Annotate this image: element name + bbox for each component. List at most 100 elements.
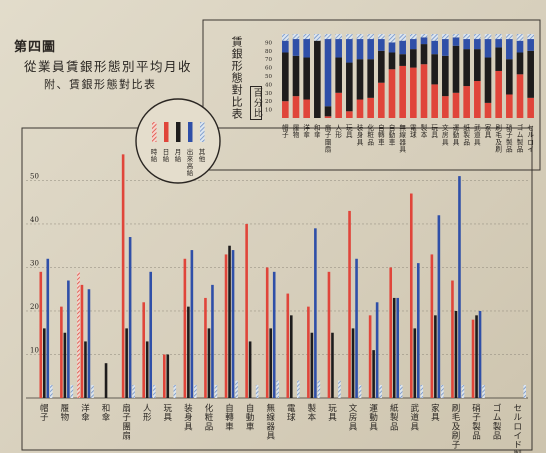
bar-2 xyxy=(331,332,334,398)
inset-chart-title: 賃銀形態對比表 xyxy=(230,36,244,120)
inset-x-category-label: 扇子團扇 xyxy=(325,123,332,153)
bar-2 xyxy=(269,328,273,398)
inset-y-tick-label: 60 xyxy=(265,66,272,72)
inset-y-tick-label: 80 xyxy=(265,49,272,55)
bar-3 xyxy=(128,237,132,398)
bar-4 xyxy=(70,384,74,398)
inset-segment-3 xyxy=(292,39,300,56)
bar-2 xyxy=(248,341,252,398)
legend-label-1: 日給 xyxy=(163,148,170,163)
x-category-label: 装身具 xyxy=(184,403,193,432)
bar-4 xyxy=(482,384,485,398)
bar-1 xyxy=(265,267,269,398)
inset-x-category-label: 人形 xyxy=(335,124,342,139)
inset-segment-2 xyxy=(495,47,502,71)
bar-4 xyxy=(420,384,424,398)
bar-3 xyxy=(416,263,420,398)
inset-segment-1 xyxy=(378,82,385,118)
x-category-label: 化粧品 xyxy=(205,403,214,432)
inset-x-category-label: 文房具 xyxy=(442,123,449,146)
inset-segment-3 xyxy=(463,39,470,50)
inset-x-category-label: 洋傘 xyxy=(303,123,310,139)
inset-segment-3 xyxy=(335,39,342,58)
inset-segment-4 xyxy=(420,34,428,38)
bar-2 xyxy=(145,341,149,398)
x-category-label: 家具 xyxy=(431,403,440,423)
inset-x-category-label: 無線器具 xyxy=(399,123,406,153)
bar-4 xyxy=(399,384,403,398)
main-bars xyxy=(39,154,527,398)
inset-segment-1 xyxy=(303,99,310,118)
figure-label: 第四圖 xyxy=(14,40,57,55)
bar-1 xyxy=(409,193,413,398)
inset-segment-1 xyxy=(324,116,332,118)
bar-4 xyxy=(523,384,527,398)
inset-y-tick-label: 90 xyxy=(265,40,272,46)
x-category-label: 自動車 xyxy=(246,403,255,432)
inset-segment-3 xyxy=(378,39,385,51)
inset-x-category-label: セルロイ xyxy=(527,124,534,153)
inset-segment-2 xyxy=(367,59,374,98)
inset-segment-4 xyxy=(410,34,417,40)
inset-segment-3 xyxy=(495,39,502,48)
inset-segment-2 xyxy=(410,49,417,68)
inset-y-tick-label: 40 xyxy=(265,82,272,88)
bar-1 xyxy=(286,293,290,398)
x-category-label: 刷毛及刷子 xyxy=(452,404,461,451)
inset-segment-3 xyxy=(474,39,481,50)
inset-x-category-label: ゴム製品 xyxy=(517,123,524,153)
legend-swatch-3 xyxy=(188,122,193,142)
inset-segment-3 xyxy=(506,39,513,60)
inset-y-tick-label: 50 xyxy=(265,74,272,80)
inset-x-category-label: 刷毛及刷 xyxy=(495,124,502,153)
inset-segment-1 xyxy=(388,69,396,118)
inset-segment-2 xyxy=(399,54,406,66)
inset-segment-2 xyxy=(378,50,385,83)
x-category-label: 電球 xyxy=(287,404,296,423)
inset-segment-3 xyxy=(410,39,417,50)
bar-2 xyxy=(392,297,396,398)
inset-x-category-label: 和傘 xyxy=(314,123,321,139)
bar-2 xyxy=(289,315,293,398)
inset-segment-1 xyxy=(335,92,342,118)
bar-3 xyxy=(272,271,276,398)
inset-segment-1 xyxy=(282,101,289,118)
inset-segment-3 xyxy=(303,39,310,58)
bar-1 xyxy=(204,297,207,398)
inset-segment-1 xyxy=(474,81,481,118)
bar-3 xyxy=(46,258,50,398)
inset-segment-4 xyxy=(367,34,374,40)
bar-3 xyxy=(355,258,358,398)
inset-segment-3 xyxy=(282,40,289,53)
inset-segment-3 xyxy=(367,39,374,60)
bar-1 xyxy=(39,271,43,398)
main-x-labels: 帽子履物洋傘和傘扇子團扇人形玩具装身具化粧品自轉車自動車無線器具電球製本玩具文房… xyxy=(40,403,522,453)
bar-4 xyxy=(317,380,321,398)
inset-segment-4 xyxy=(356,34,364,40)
inset-segment-4 xyxy=(506,34,513,40)
inset-y-tick-label: 70 xyxy=(265,57,272,63)
legend-swatch-2 xyxy=(176,122,181,142)
inset-segment-2 xyxy=(463,49,470,87)
inset-x-category-label: 化粧品 xyxy=(367,123,374,146)
inset-segment-4 xyxy=(335,34,342,40)
bar-2 xyxy=(475,315,478,398)
bar-1 xyxy=(121,154,125,398)
inset-segment-1 xyxy=(399,65,406,118)
inset-segment-3 xyxy=(356,39,364,60)
bar-3 xyxy=(67,280,70,398)
inset-segment-4 xyxy=(324,34,332,40)
x-category-label: 運動具 xyxy=(369,404,378,432)
inset-x-category-label: 玩具 xyxy=(346,124,353,139)
inset-segment-2 xyxy=(303,57,310,100)
inset-segment-1 xyxy=(495,70,502,118)
inset-y-tick-label: 20 xyxy=(265,99,272,105)
bar-1 xyxy=(162,354,166,398)
bar-1 xyxy=(327,271,331,398)
inset-segment-1 xyxy=(292,96,300,118)
inset-segment-3 xyxy=(346,39,353,63)
inset-segment-1 xyxy=(516,74,524,118)
inset-y-tick-label: 30 xyxy=(265,91,272,97)
x-category-label: 自轉車 xyxy=(225,403,234,432)
